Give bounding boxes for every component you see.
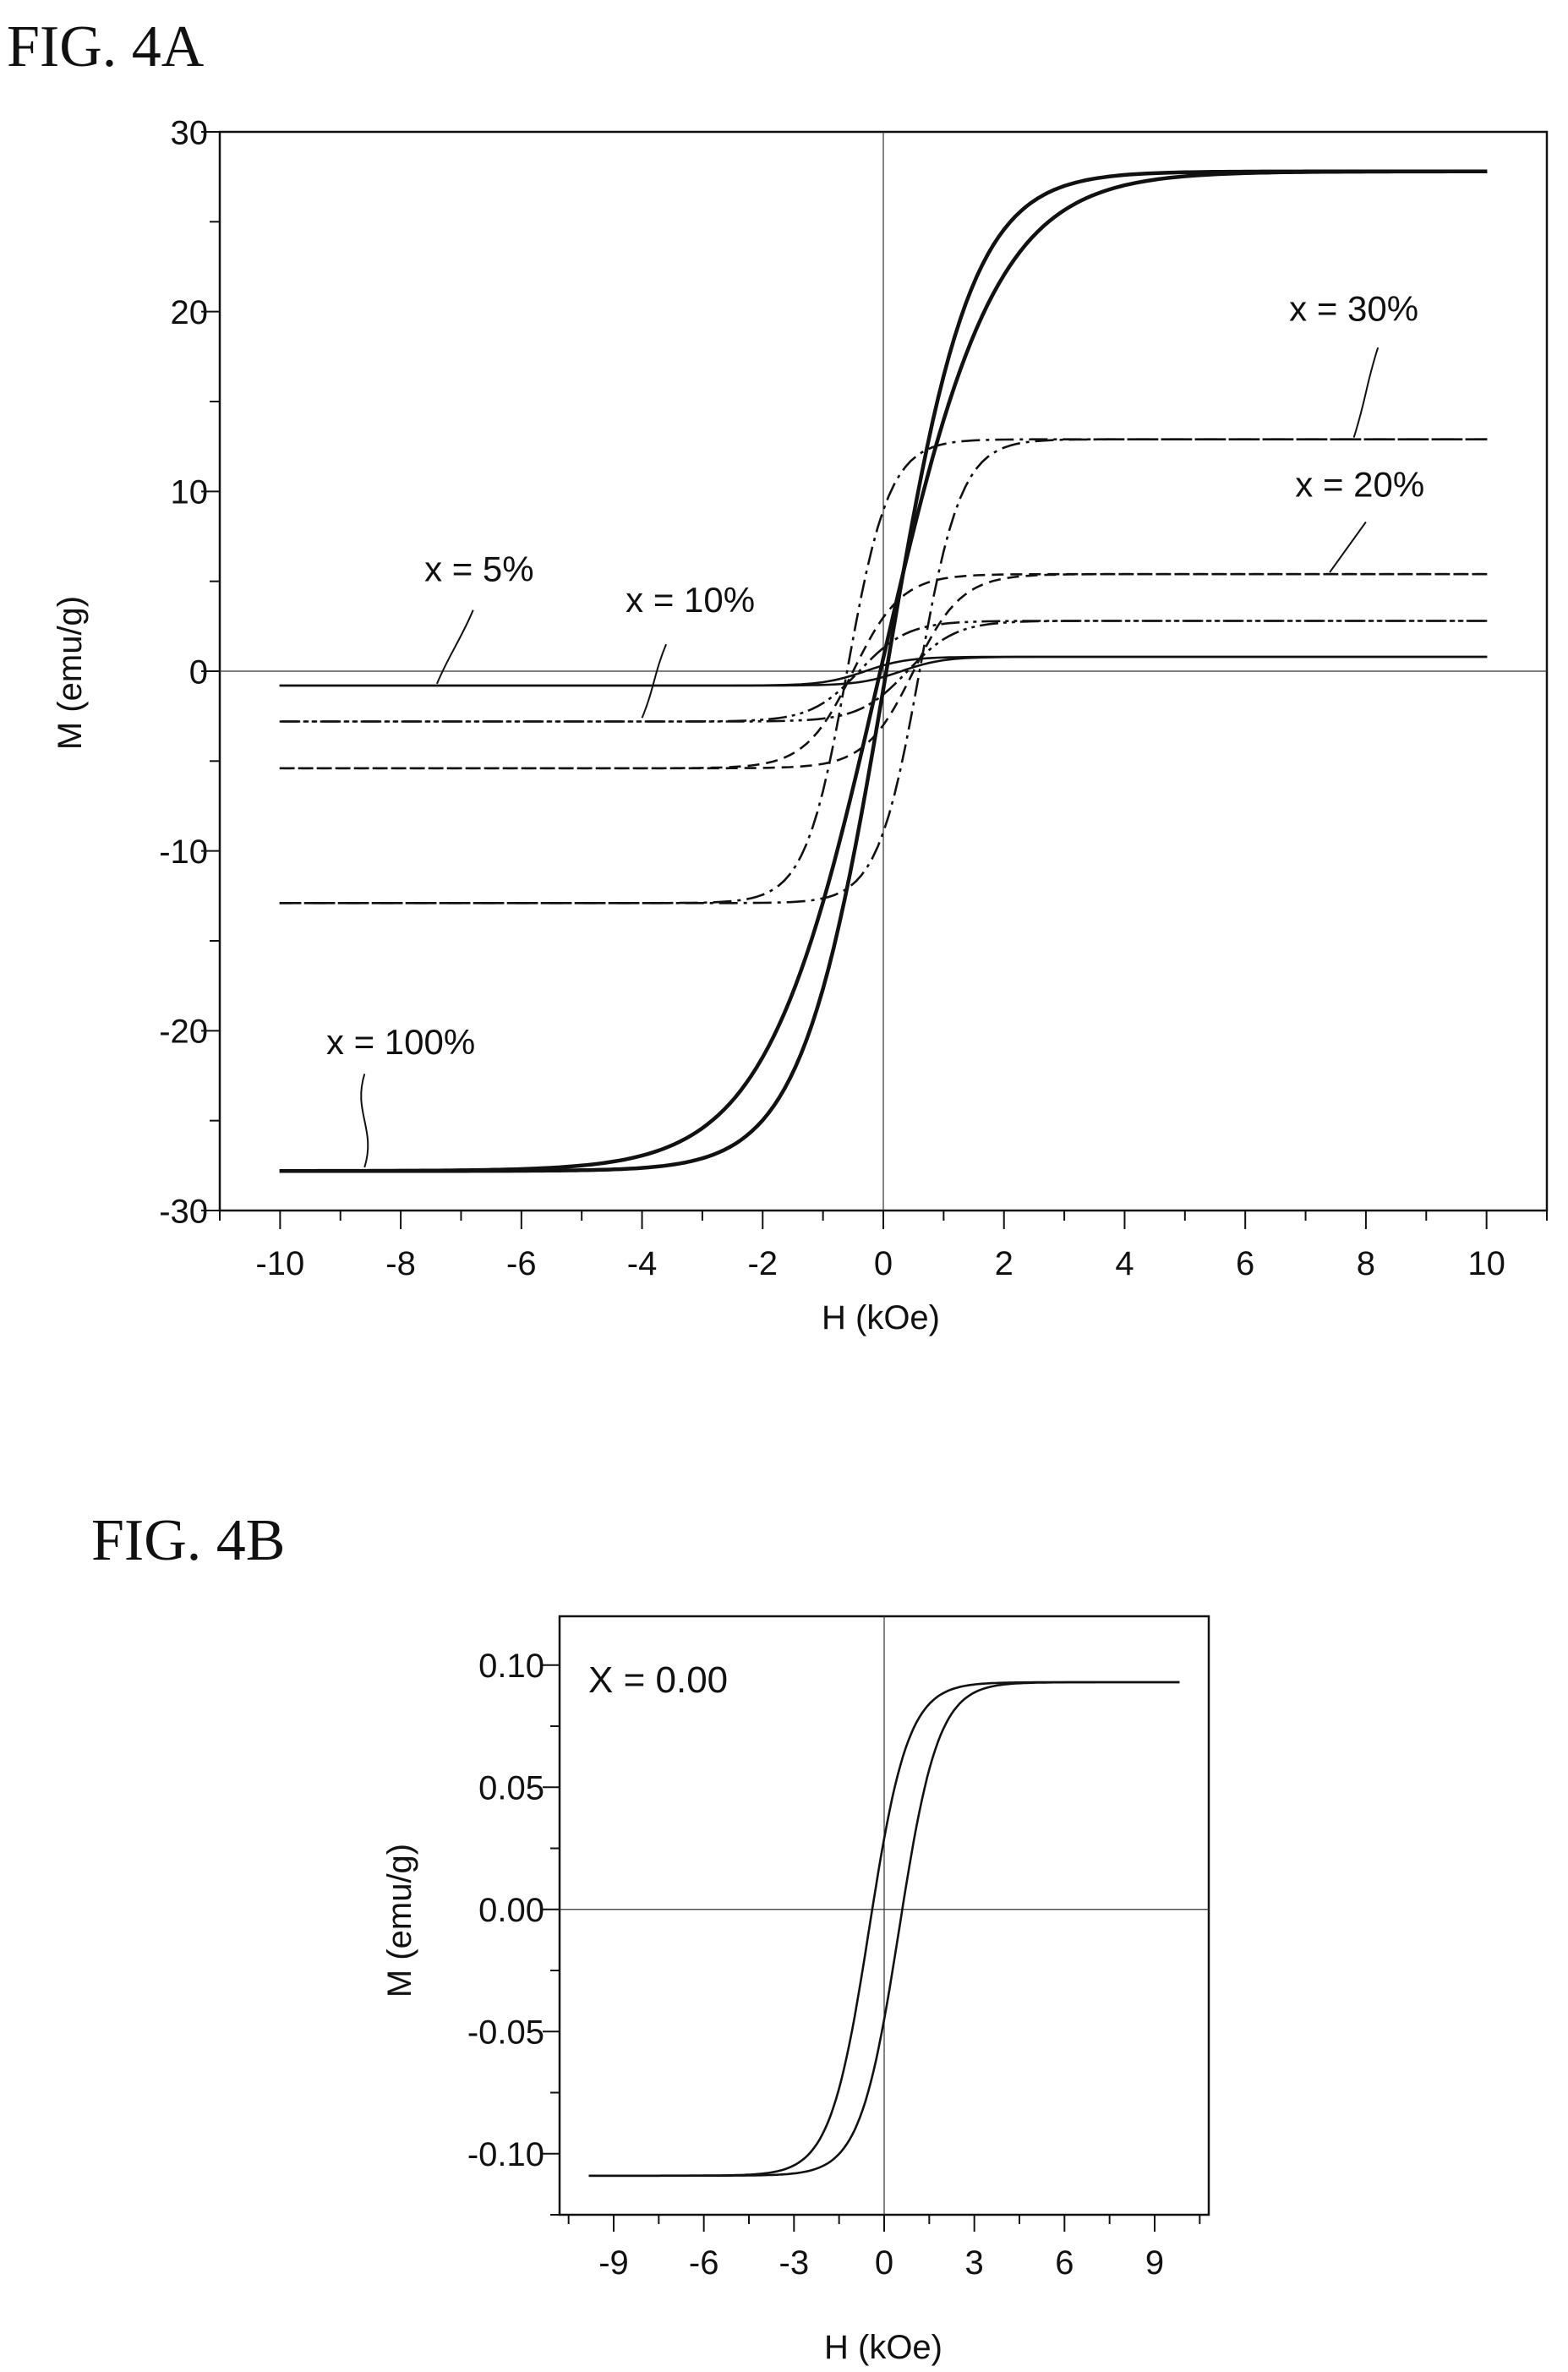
- series-x-20: [279, 572, 1488, 770]
- label-leader-line: [435, 609, 474, 685]
- fig-4b-x-axis-label: H (kOe): [824, 2329, 942, 2366]
- fig-4a-x-axis-label: H (kOe): [822, 1299, 940, 1336]
- x-tick-label: -4: [627, 1245, 658, 1282]
- fig-4a-y-axis-label: M (emu/g): [52, 596, 89, 750]
- y-tick-label: 0: [189, 653, 208, 691]
- series-label: x = 5%: [424, 549, 534, 589]
- series-label: x = 10%: [626, 580, 755, 620]
- composition-annotation: X = 0.00: [588, 1659, 728, 1701]
- y-tick-label: -0.05: [467, 2014, 544, 2052]
- series-x-10: [279, 620, 1488, 723]
- x-tick-label: 0: [875, 2244, 893, 2282]
- x-tick-label: 6: [1236, 1245, 1254, 1282]
- series-branch-ascending: [279, 572, 1488, 770]
- x-tick-label: -10: [255, 1245, 304, 1282]
- x-tick-label: 0: [874, 1245, 893, 1282]
- x-tick-label: 8: [1357, 1245, 1375, 1282]
- y-tick-label: -20: [159, 1014, 208, 1051]
- series-branch-ascending: [279, 438, 1488, 905]
- x-tick-label: 4: [1115, 1245, 1134, 1282]
- fig-4b-label: FIG. 4B: [91, 1508, 285, 1573]
- series-x-100: [279, 169, 1488, 1173]
- series-branch-descending: [279, 620, 1488, 723]
- y-tick-label: -30: [159, 1193, 208, 1230]
- y-tick-label: 10: [171, 474, 209, 511]
- y-tick-label: 0.05: [478, 1770, 544, 1807]
- series-branch-descending: [279, 655, 1488, 687]
- series-loop: [588, 1681, 1180, 2178]
- series-x-5: [279, 655, 1488, 687]
- y-tick-label: 30: [171, 114, 209, 151]
- x-tick-label: 3: [965, 2244, 984, 2282]
- series-branch-descending: [279, 572, 1488, 770]
- series-branch-descending: [588, 1681, 1180, 2178]
- x-tick-label: -8: [385, 1245, 416, 1282]
- x-tick-label: 9: [1145, 2244, 1164, 2282]
- x-tick-label: 6: [1055, 2244, 1074, 2282]
- fig-4a-label: FIG. 4A: [7, 14, 205, 79]
- x-tick-label: -3: [779, 2244, 810, 2282]
- x-tick-label: -9: [598, 2244, 629, 2282]
- y-tick-label: -0.10: [467, 2136, 544, 2173]
- series-branch-descending: [279, 169, 1488, 1173]
- y-tick-label: 0.10: [478, 1648, 544, 1685]
- series-branch-ascending: [279, 620, 1488, 723]
- series-label: x = 30%: [1289, 288, 1418, 328]
- x-tick-label: -6: [689, 2244, 719, 2282]
- label-leader-line: [360, 1074, 369, 1168]
- chart-fig-4b: FIG. 4B -9 -6 -3 0 3 6 9 -0.10 -0.05 0.00 0.05 0.10…: [91, 1508, 1210, 2366]
- x-tick-label: -6: [506, 1245, 537, 1282]
- y-tick-label: 20: [171, 294, 209, 331]
- x-tick-label: -2: [747, 1245, 778, 1282]
- y-tick-label: -10: [159, 833, 208, 871]
- label-leader-line: [1352, 347, 1380, 438]
- series-label: x = 100%: [326, 1022, 475, 1062]
- label-leader-line: [641, 643, 668, 719]
- series-x-30: [279, 438, 1488, 905]
- x-tick-label: 10: [1467, 1245, 1505, 1282]
- series-branch-descending: [279, 438, 1488, 905]
- series-label: x = 20%: [1295, 465, 1424, 505]
- chart-fig-4a: FIG. 4A -10 -8 -6 -4 -2 0 2 4 6 8 10-30-20-1001020…: [7, 14, 1549, 1336]
- x-tick-label: 2: [995, 1245, 1013, 1282]
- y-tick-label: 0.00: [478, 1892, 544, 1929]
- label-leader-line: [1329, 521, 1367, 573]
- fig-4b-y-axis-label: M (emu/g): [381, 1844, 418, 1998]
